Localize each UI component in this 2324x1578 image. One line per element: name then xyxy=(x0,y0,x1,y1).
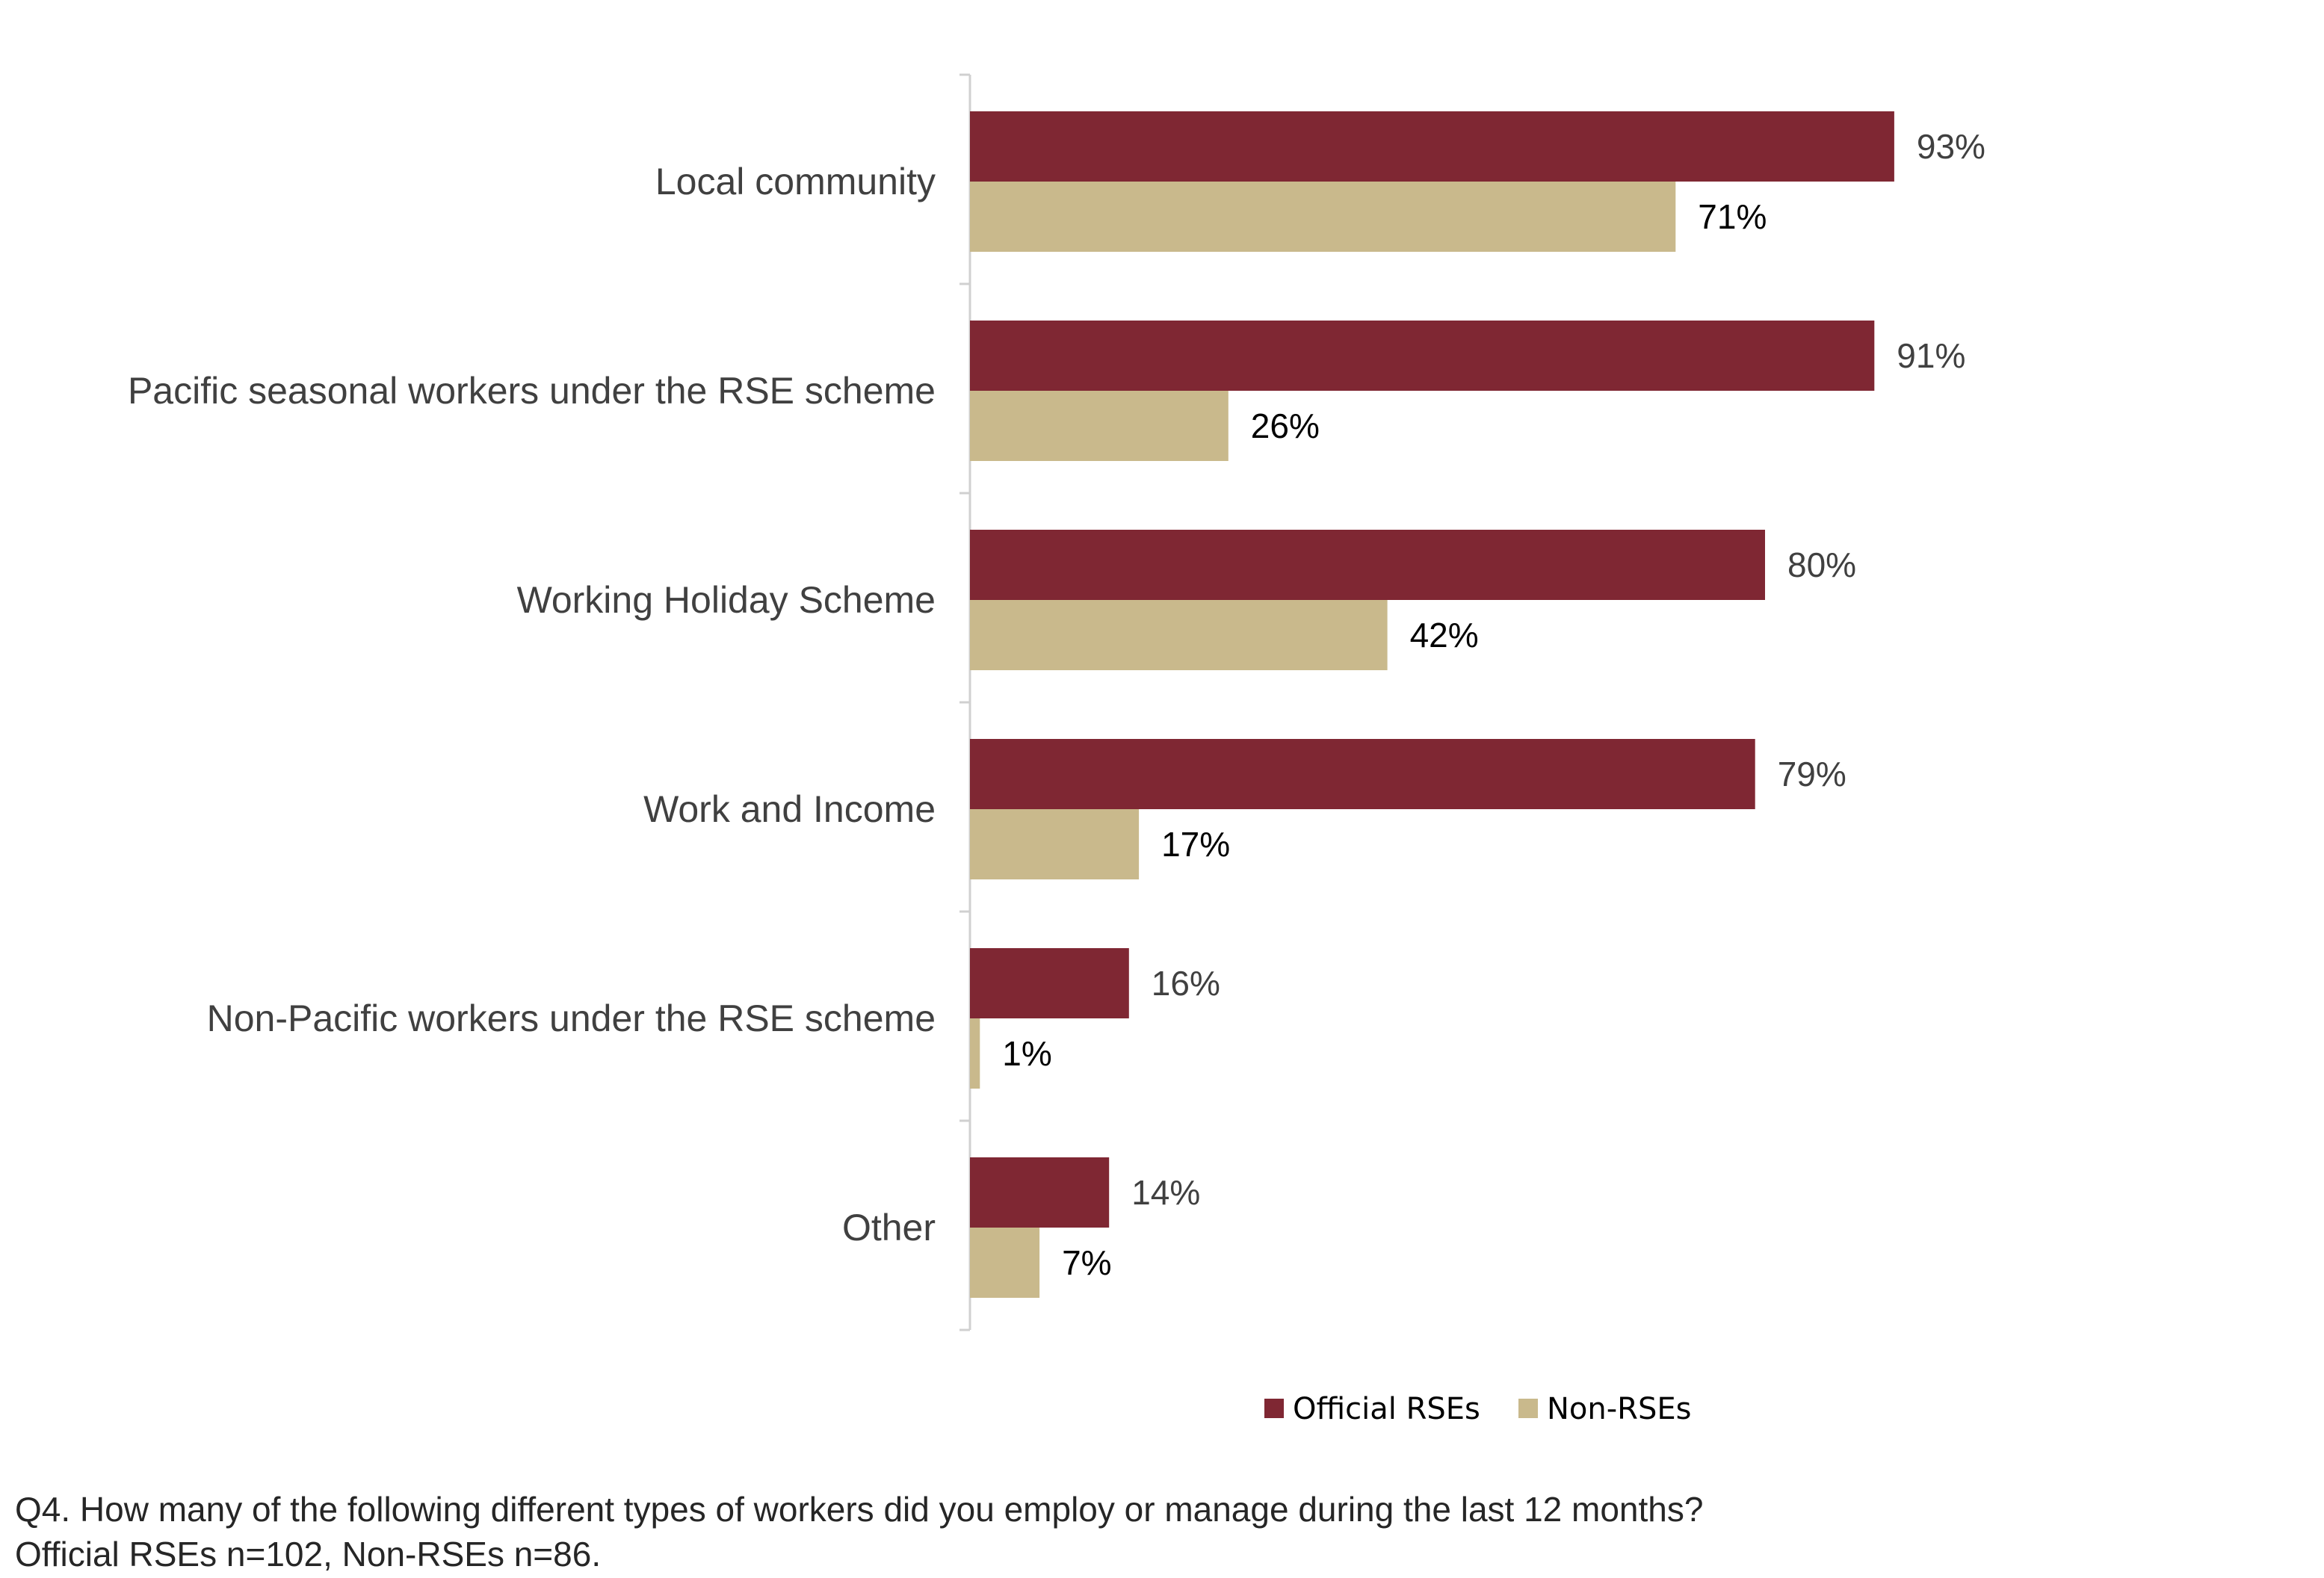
data-label: 7% xyxy=(1062,1243,1111,1282)
footnote-question: Q4. How many of the following different … xyxy=(15,1490,1704,1529)
legend-label: Non-RSEs xyxy=(1547,1392,1691,1426)
footnote: Q4. How many of the following different … xyxy=(15,1487,1703,1577)
data-label: 91% xyxy=(1897,336,1965,375)
bar-non-rses xyxy=(970,1228,1040,1298)
bar-official-rses xyxy=(970,321,1875,391)
category-label: Non-Pacific workers under the RSE scheme xyxy=(207,997,936,1039)
legend-swatch xyxy=(1264,1399,1284,1418)
legend-swatch xyxy=(1518,1399,1538,1418)
data-label: 14% xyxy=(1131,1173,1200,1212)
bar-official-rses xyxy=(970,948,1129,1018)
category-label: Other xyxy=(842,1207,936,1249)
category-label: Pacific seasonal workers under the RSE s… xyxy=(128,370,936,412)
data-label: 71% xyxy=(1698,197,1767,236)
bar-non-rses xyxy=(970,182,1676,252)
bar-non-rses xyxy=(970,1018,980,1089)
category-label: Work and Income xyxy=(643,788,936,830)
data-label: 26% xyxy=(1251,406,1320,445)
bar-official-rses xyxy=(970,739,1755,809)
data-label: 1% xyxy=(1002,1034,1051,1073)
footnote-sample-sizes: Official RSEs n=102, Non-RSEs n=86. xyxy=(15,1535,602,1574)
bar-official-rses xyxy=(970,530,1765,600)
bar-official-rses xyxy=(970,111,1894,182)
category-label: Working Holiday Scheme xyxy=(517,579,936,621)
data-label: 17% xyxy=(1161,825,1230,864)
bar-non-rses xyxy=(970,600,1388,670)
data-label: 42% xyxy=(1410,616,1479,655)
bar-non-rses xyxy=(970,391,1229,461)
category-label: Local community xyxy=(655,161,936,202)
bar-non-rses xyxy=(970,809,1140,879)
data-label: 80% xyxy=(1787,545,1856,584)
data-label: 79% xyxy=(1778,755,1846,793)
data-label: 93% xyxy=(1917,127,1985,166)
data-label: 16% xyxy=(1152,964,1220,1003)
bar-official-rses xyxy=(970,1157,1110,1228)
legend-label: Official RSEs xyxy=(1293,1392,1480,1426)
